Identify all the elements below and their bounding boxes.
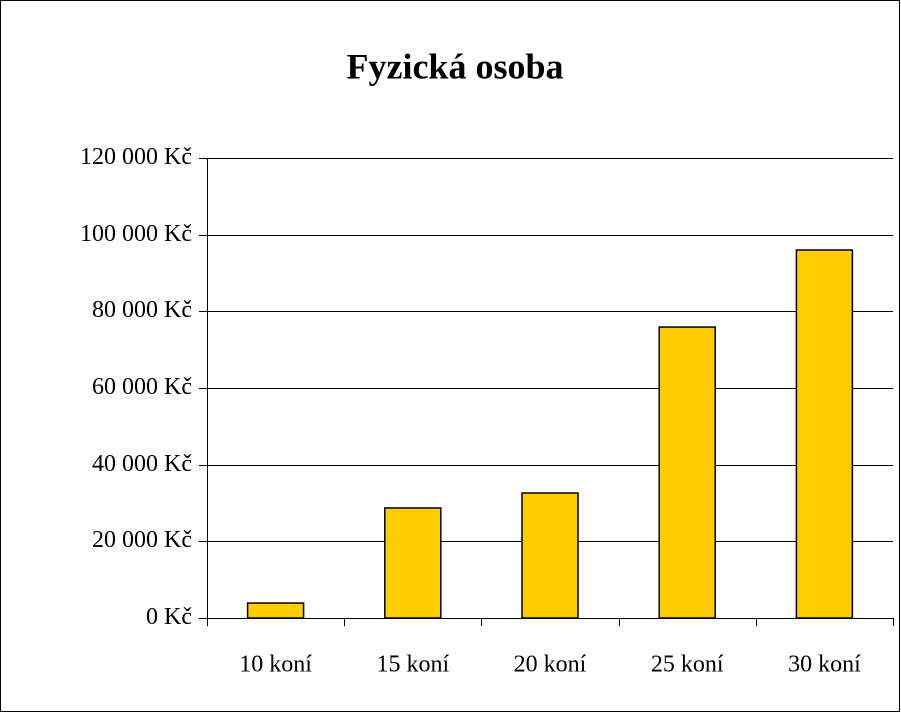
chart-title: Fyzická osoba: [346, 46, 563, 86]
bar: [658, 326, 716, 619]
x-tick-label: 25 koní: [651, 652, 724, 678]
x-tick-label: 15 koní: [376, 652, 449, 678]
x-tick-label: 10 koní: [239, 652, 312, 678]
y-tick-label: 100 000 Kč: [80, 221, 192, 247]
bar: [384, 507, 442, 619]
y-tick-label: 20 000 Kč: [92, 527, 192, 553]
bar: [795, 249, 854, 619]
y-tick-label: 60 000 Kč: [92, 374, 192, 400]
y-tick-label: 40 000 Kč: [92, 451, 192, 477]
y-tick-label: 120 000 Kč: [80, 144, 192, 170]
x-tick-label: 30 koní: [788, 652, 861, 678]
x-tick-label: 20 koní: [514, 652, 587, 678]
bar: [521, 492, 579, 619]
bar: [246, 602, 305, 619]
y-tick-label: 0 Kč: [146, 604, 192, 630]
y-tick-label: 80 000 Kč: [92, 297, 192, 323]
